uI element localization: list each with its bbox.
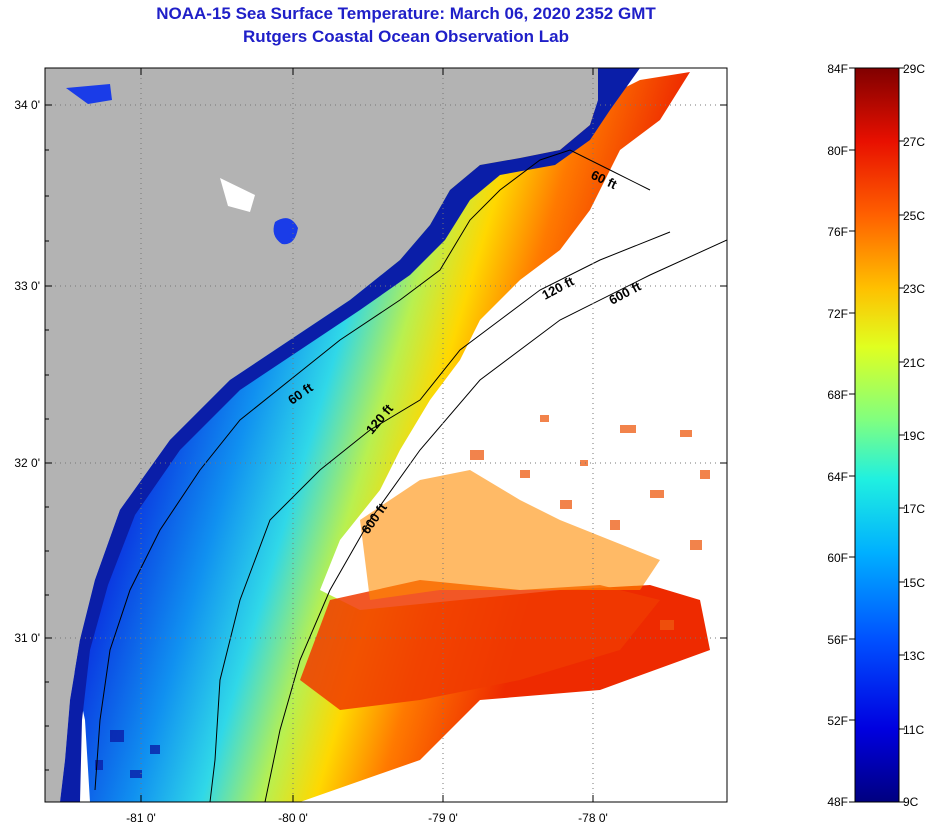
axis-ticks xyxy=(45,68,727,802)
lat-label-34: 34 0' xyxy=(14,98,40,112)
barrier-coastline xyxy=(60,68,640,802)
lon-label-80: -80 0' xyxy=(278,811,308,825)
color-bar xyxy=(854,67,900,803)
isobath-60ft xyxy=(94,149,651,791)
cb-f-64: 64F xyxy=(827,470,848,484)
map-subtitle: Rutgers Coastal Ocean Observation Lab xyxy=(243,27,569,46)
warm-water-core xyxy=(300,580,660,710)
cb-c-21: 21C xyxy=(903,356,925,370)
inland-lake xyxy=(220,178,255,212)
cb-f-80: 80F xyxy=(827,144,848,158)
cb-c-17: 17C xyxy=(903,502,925,516)
inland-lake xyxy=(66,84,112,104)
map-title: NOAA-15 Sea Surface Temperature: March 0… xyxy=(156,4,656,23)
cb-f-48: 48F xyxy=(827,795,848,809)
cb-f-76: 76F xyxy=(827,225,848,239)
cb-c-27: 27C xyxy=(903,135,925,149)
cloud-band xyxy=(430,705,727,802)
warm-water-band xyxy=(360,470,660,600)
cb-c-11: 11C xyxy=(903,723,924,737)
lat-label-31: 31 0' xyxy=(14,631,40,645)
inland-lake xyxy=(273,218,298,245)
cb-f-56: 56F xyxy=(827,633,848,647)
color-bar-ticks xyxy=(849,67,905,803)
isobath-600ft xyxy=(264,239,727,802)
land xyxy=(45,68,598,802)
cb-f-68: 68F xyxy=(827,388,848,402)
lon-label-78: -78 0' xyxy=(578,811,608,825)
graticule xyxy=(45,68,727,802)
cb-f-52: 52F xyxy=(827,714,848,728)
map-frame xyxy=(44,67,728,803)
offshore-patches xyxy=(470,415,710,630)
lat-label-32: 32 0' xyxy=(14,456,40,470)
lon-label-81: -81 0' xyxy=(126,811,156,825)
isobath-120ft xyxy=(209,231,671,802)
isobath-contours xyxy=(94,149,727,802)
cb-c-25: 25C xyxy=(903,209,925,223)
cb-f-84: 84F xyxy=(827,62,848,76)
cb-f-60: 60F xyxy=(827,551,848,565)
coastal-cold-patches xyxy=(95,730,160,778)
cb-c-19: 19C xyxy=(903,429,925,443)
cb-f-72: 72F xyxy=(827,307,848,321)
lat-label-33: 33 0' xyxy=(14,279,40,293)
cb-c-23: 23C xyxy=(903,282,925,296)
cb-c-13: 13C xyxy=(903,649,925,663)
lon-label-79: -79 0' xyxy=(428,811,458,825)
cb-c-29: 29C xyxy=(903,62,925,76)
cb-c-9: 9C xyxy=(903,795,919,809)
cb-c-15: 15C xyxy=(903,576,925,590)
